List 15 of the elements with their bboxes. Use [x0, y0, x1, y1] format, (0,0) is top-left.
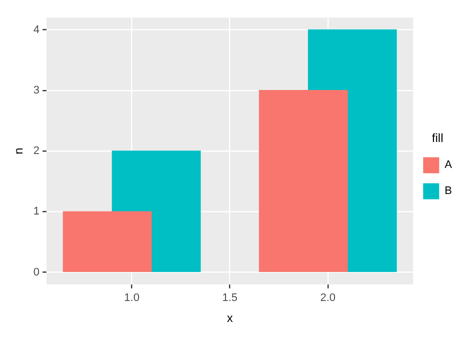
x-tick-label: 1.5	[222, 292, 238, 304]
x-tick-label: 2.0	[320, 292, 336, 304]
y-tick-label: 4	[33, 24, 40, 36]
x-tick-label: 1.0	[124, 292, 140, 304]
x-axis-title: x	[226, 311, 233, 326]
legend-label: A	[444, 159, 453, 172]
y-tick-label: 1	[33, 206, 40, 218]
legend-title: fill	[432, 131, 444, 146]
y-tick-label: 0	[33, 266, 40, 278]
bar	[62, 211, 152, 272]
legend-label: B	[444, 185, 452, 198]
y-axis-title: n	[12, 148, 26, 154]
bar	[258, 90, 348, 272]
y-tick-label: 3	[33, 84, 40, 96]
y-tick-label: 2	[33, 145, 40, 158]
